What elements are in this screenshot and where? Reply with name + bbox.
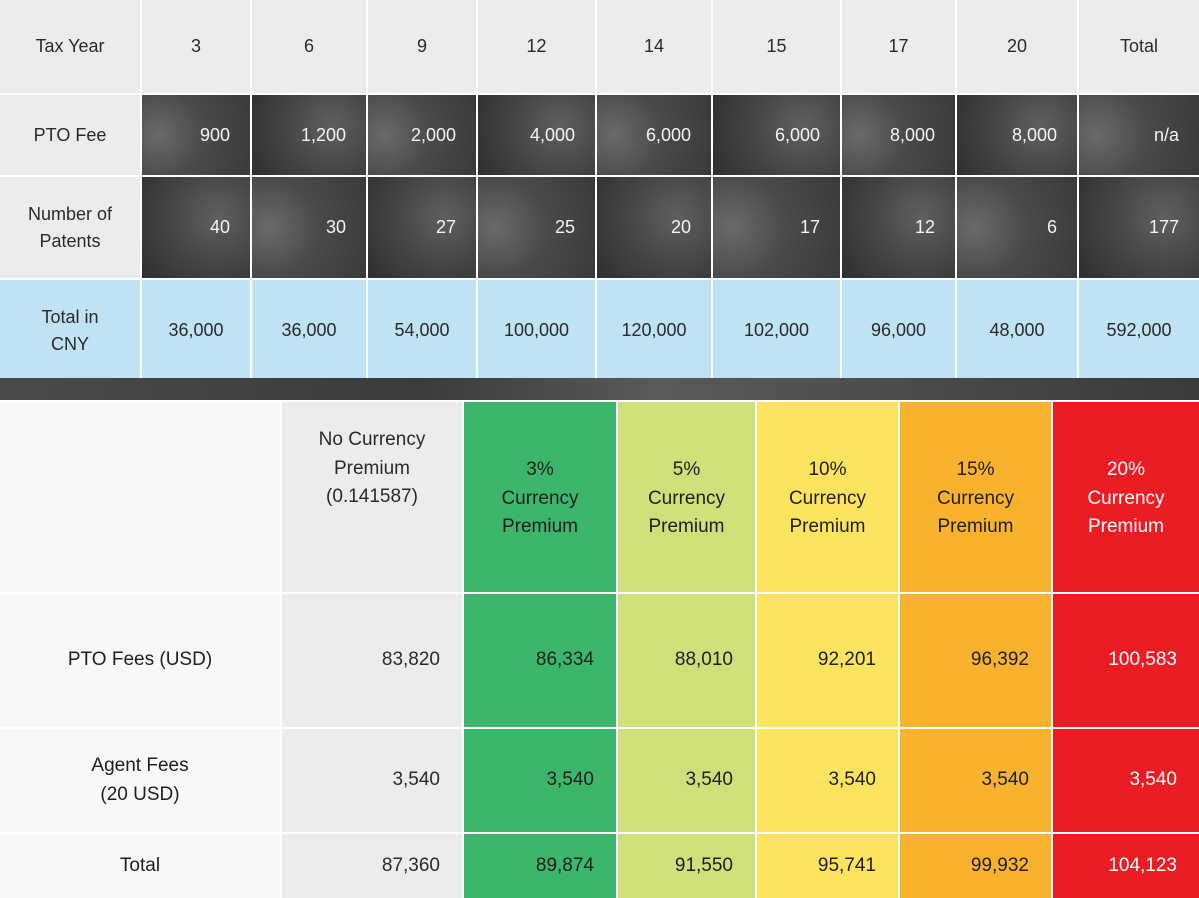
section-divider <box>0 378 1199 400</box>
header-tax-year: Tax Year <box>0 0 140 93</box>
pto-fee-total-cell: n/a <box>1079 95 1199 175</box>
pto-fee-cell: 2,000 <box>368 95 476 175</box>
header-20-percent-text: 20% Currency Premium <box>1087 459 1165 537</box>
cny-grand-total-cell: 592,000 <box>1079 280 1199 381</box>
cny-total-cell: 102,000 <box>713 280 840 381</box>
cny-total-cell: 96,000 <box>842 280 955 381</box>
cny-total-cell: 36,000 <box>142 280 250 381</box>
patent-count-cell: 20 <box>597 177 711 278</box>
total-usd-cell: 87,360 <box>282 834 462 898</box>
header-10-percent-premium: 10% Currency Premium <box>757 402 898 592</box>
pto-fee-cell: 6,000 <box>597 95 711 175</box>
pto-fee-cell: 8,000 <box>957 95 1077 175</box>
patent-count-cell: 6 <box>957 177 1077 278</box>
header-5-percent-premium: 5% Currency Premium <box>618 402 755 592</box>
pto-fee-cell: 900 <box>142 95 250 175</box>
pto-fees-usd-cell: 96,392 <box>900 594 1051 727</box>
header-year-9: 9 <box>368 0 476 93</box>
total-usd-cell: 89,874 <box>464 834 616 898</box>
patent-count-cell: 25 <box>478 177 595 278</box>
total-usd-cell: 99,932 <box>900 834 1051 898</box>
row-label-total-in-cny: Total in CNY <box>0 280 140 381</box>
row-label-pto-fee: PTO Fee <box>0 95 140 175</box>
total-usd-cell: 91,550 <box>618 834 755 898</box>
cny-total-cell: 36,000 <box>252 280 366 381</box>
agent-fees-cell: 3,540 <box>900 729 1051 832</box>
corner-blank-cell <box>0 402 280 592</box>
header-year-6: 6 <box>252 0 366 93</box>
cny-total-cell: 120,000 <box>597 280 711 381</box>
pto-fees-usd-cell: 88,010 <box>618 594 755 727</box>
agent-fees-label-text: Agent Fees (20 USD) <box>91 755 189 805</box>
total-usd-cell: 104,123 <box>1053 834 1199 898</box>
cny-fee-table: Tax Year 3 6 9 12 14 15 17 20 Total PTO … <box>0 0 1199 381</box>
pto-fee-cell: 1,200 <box>252 95 366 175</box>
cny-total-cell: 54,000 <box>368 280 476 381</box>
patent-count-total-cell: 177 <box>1079 177 1199 278</box>
usd-currency-premium-table: No Currency Premium (0.141587) 3% Curren… <box>0 402 1199 898</box>
patent-count-cell: 30 <box>252 177 366 278</box>
header-year-14: 14 <box>597 0 711 93</box>
header-10-percent-text: 10% Currency Premium <box>788 459 867 537</box>
header-15-percent-text: 15% Currency Premium <box>936 459 1015 537</box>
pto-fee-cell: 6,000 <box>713 95 840 175</box>
header-3-percent-premium: 3% Currency Premium <box>464 402 616 592</box>
agent-fees-cell: 3,540 <box>757 729 898 832</box>
header-year-15: 15 <box>713 0 840 93</box>
header-no-premium-text: No Currency Premium (0.141587) <box>318 429 426 507</box>
row-label-total: Total <box>0 834 280 898</box>
agent-fees-cell: 3,540 <box>282 729 462 832</box>
patent-count-cell: 17 <box>713 177 840 278</box>
agent-fees-cell: 3,540 <box>1053 729 1199 832</box>
pto-fee-cell: 4,000 <box>478 95 595 175</box>
row-label-pto-fees-usd: PTO Fees (USD) <box>0 594 280 727</box>
cny-total-cell: 48,000 <box>957 280 1077 381</box>
pto-fees-usd-cell: 86,334 <box>464 594 616 727</box>
header-year-12: 12 <box>478 0 595 93</box>
cny-total-cell: 100,000 <box>478 280 595 381</box>
header-year-20: 20 <box>957 0 1077 93</box>
header-year-3: 3 <box>142 0 250 93</box>
pto-fee-cell: 8,000 <box>842 95 955 175</box>
header-total: Total <box>1079 0 1199 93</box>
patent-count-cell: 40 <box>142 177 250 278</box>
header-no-premium: No Currency Premium (0.141587) <box>282 402 462 592</box>
agent-fees-cell: 3,540 <box>618 729 755 832</box>
row-label-agent-fees: Agent Fees (20 USD) <box>0 729 280 832</box>
pto-fees-usd-cell: 83,820 <box>282 594 462 727</box>
row-label-number-of-patents: Number of Patents <box>0 177 140 278</box>
agent-fees-cell: 3,540 <box>464 729 616 832</box>
header-3-percent-text: 3% Currency Premium <box>501 459 579 537</box>
pto-fees-usd-cell: 92,201 <box>757 594 898 727</box>
patent-count-cell: 27 <box>368 177 476 278</box>
header-year-17: 17 <box>842 0 955 93</box>
pto-fees-usd-cell: 100,583 <box>1053 594 1199 727</box>
header-20-percent-premium: 20% Currency Premium <box>1053 402 1199 592</box>
patent-count-cell: 12 <box>842 177 955 278</box>
total-usd-cell: 95,741 <box>757 834 898 898</box>
header-15-percent-premium: 15% Currency Premium <box>900 402 1051 592</box>
header-5-percent-text: 5% Currency Premium <box>647 459 726 537</box>
